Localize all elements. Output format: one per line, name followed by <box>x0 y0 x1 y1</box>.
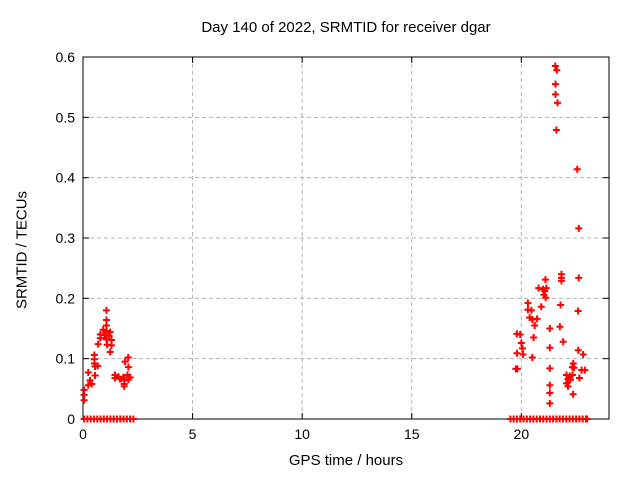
y-tick-label: 0.6 <box>56 49 76 65</box>
x-tick-label: 20 <box>514 426 530 442</box>
x-tick-label: 0 <box>79 426 87 442</box>
y-tick-label: 0.5 <box>56 109 76 125</box>
y-tick-label: 0.3 <box>56 230 76 246</box>
y-tick-label: 0.1 <box>56 351 76 367</box>
y-tick-label: 0 <box>67 411 75 427</box>
x-tick-label: 15 <box>404 426 420 442</box>
data-point-markers <box>80 62 591 423</box>
y-tick-label: 0.4 <box>56 170 76 186</box>
x-axis-label: GPS time / hours <box>288 452 404 469</box>
chart-title: Day 140 of 2022, SRMTID for receiver dga… <box>201 19 491 36</box>
y-tick-label: 0.2 <box>56 290 76 306</box>
x-tick-label: 10 <box>294 426 310 442</box>
x-tick-label: 5 <box>189 426 197 442</box>
